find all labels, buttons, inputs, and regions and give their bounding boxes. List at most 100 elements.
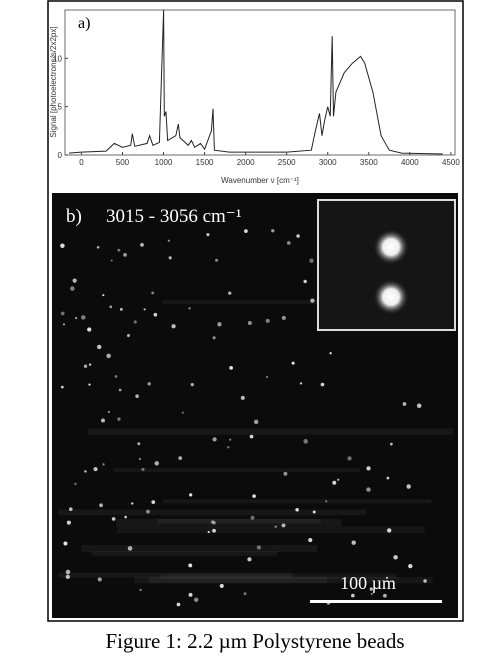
- streak: [163, 499, 431, 503]
- bead: [97, 246, 100, 249]
- bead: [139, 458, 141, 460]
- bead: [247, 557, 251, 561]
- bead: [63, 323, 65, 325]
- bead: [275, 526, 277, 528]
- bead: [351, 594, 355, 598]
- bead: [282, 316, 286, 320]
- bead: [146, 510, 150, 514]
- streak: [92, 551, 277, 556]
- bead: [212, 529, 216, 533]
- bead: [329, 352, 331, 354]
- y-tick-label: 0: [58, 151, 63, 160]
- bead: [177, 603, 181, 607]
- bead: [257, 545, 261, 549]
- bead: [61, 312, 65, 316]
- bead: [403, 402, 407, 406]
- bead: [250, 435, 254, 439]
- bead: [117, 417, 120, 420]
- caption: Figure 1: 2.2 µm Polystyrene beads: [105, 629, 404, 653]
- x-tick-label: 500: [116, 158, 130, 167]
- inset-bead: [373, 229, 409, 265]
- bead: [169, 256, 172, 259]
- bead: [366, 487, 370, 491]
- bead: [66, 570, 71, 575]
- bead: [154, 313, 158, 317]
- bead: [102, 294, 104, 296]
- bead: [213, 336, 216, 339]
- bead: [266, 376, 268, 378]
- y-tick-label: 5: [58, 103, 63, 112]
- bead: [178, 456, 182, 460]
- bead: [140, 243, 144, 247]
- bead: [308, 538, 312, 542]
- bead: [63, 542, 67, 546]
- bead: [109, 306, 112, 309]
- bead: [254, 420, 258, 424]
- bead: [220, 584, 224, 588]
- bead: [252, 494, 256, 498]
- bead: [135, 394, 139, 398]
- bead: [366, 466, 370, 470]
- bead: [303, 280, 306, 283]
- bead: [189, 593, 193, 597]
- bead: [229, 366, 233, 370]
- y-tick-label: 10: [53, 54, 62, 63]
- bead: [127, 334, 130, 337]
- x-tick-label: 0: [79, 158, 84, 167]
- bead: [309, 258, 313, 262]
- bead: [211, 520, 214, 523]
- bead: [70, 286, 75, 291]
- bead: [296, 234, 300, 238]
- bead: [292, 362, 295, 365]
- x-tick-label: 2000: [237, 158, 255, 167]
- x-tick-label: 4000: [401, 158, 419, 167]
- bead: [217, 322, 221, 326]
- bead: [61, 386, 64, 389]
- bead: [337, 479, 339, 481]
- bead: [244, 229, 248, 233]
- streak: [58, 509, 365, 515]
- bead: [97, 345, 101, 349]
- bead: [141, 468, 144, 471]
- x-tick-label: 3000: [319, 158, 337, 167]
- bead: [321, 383, 325, 387]
- bead: [137, 442, 140, 445]
- bead: [393, 555, 397, 559]
- streak: [87, 429, 453, 435]
- x-axis-label: Wavenumber ν [cm⁻¹]: [221, 176, 299, 185]
- bead: [283, 472, 287, 476]
- bead: [191, 383, 194, 386]
- bead: [266, 319, 270, 323]
- bead: [251, 516, 255, 520]
- bead: [188, 307, 190, 309]
- bead: [98, 577, 102, 581]
- bead: [84, 365, 87, 368]
- bead: [300, 382, 302, 384]
- bead: [248, 321, 252, 325]
- bead: [123, 253, 127, 257]
- bead: [74, 483, 77, 486]
- bead: [139, 589, 141, 591]
- bead: [87, 327, 91, 331]
- x-tick-label: 1500: [196, 158, 214, 167]
- bead: [168, 240, 170, 242]
- bead: [155, 461, 159, 465]
- panel-label: b): [66, 206, 82, 227]
- bead: [99, 503, 103, 507]
- bead: [102, 463, 104, 465]
- bead: [352, 541, 356, 545]
- bead: [151, 291, 154, 294]
- bead: [93, 467, 97, 471]
- bead: [194, 598, 198, 602]
- bead: [282, 523, 286, 527]
- bead: [128, 546, 133, 551]
- bead: [295, 508, 299, 512]
- bead: [215, 259, 218, 262]
- y-axis-label: Signal [photoelectrons/s/2x2px]: [49, 26, 58, 137]
- bead: [89, 363, 92, 366]
- bead: [325, 500, 327, 502]
- bead: [111, 259, 113, 261]
- x-tick-label: 3500: [360, 158, 378, 167]
- bead: [117, 249, 120, 252]
- bead: [313, 511, 316, 514]
